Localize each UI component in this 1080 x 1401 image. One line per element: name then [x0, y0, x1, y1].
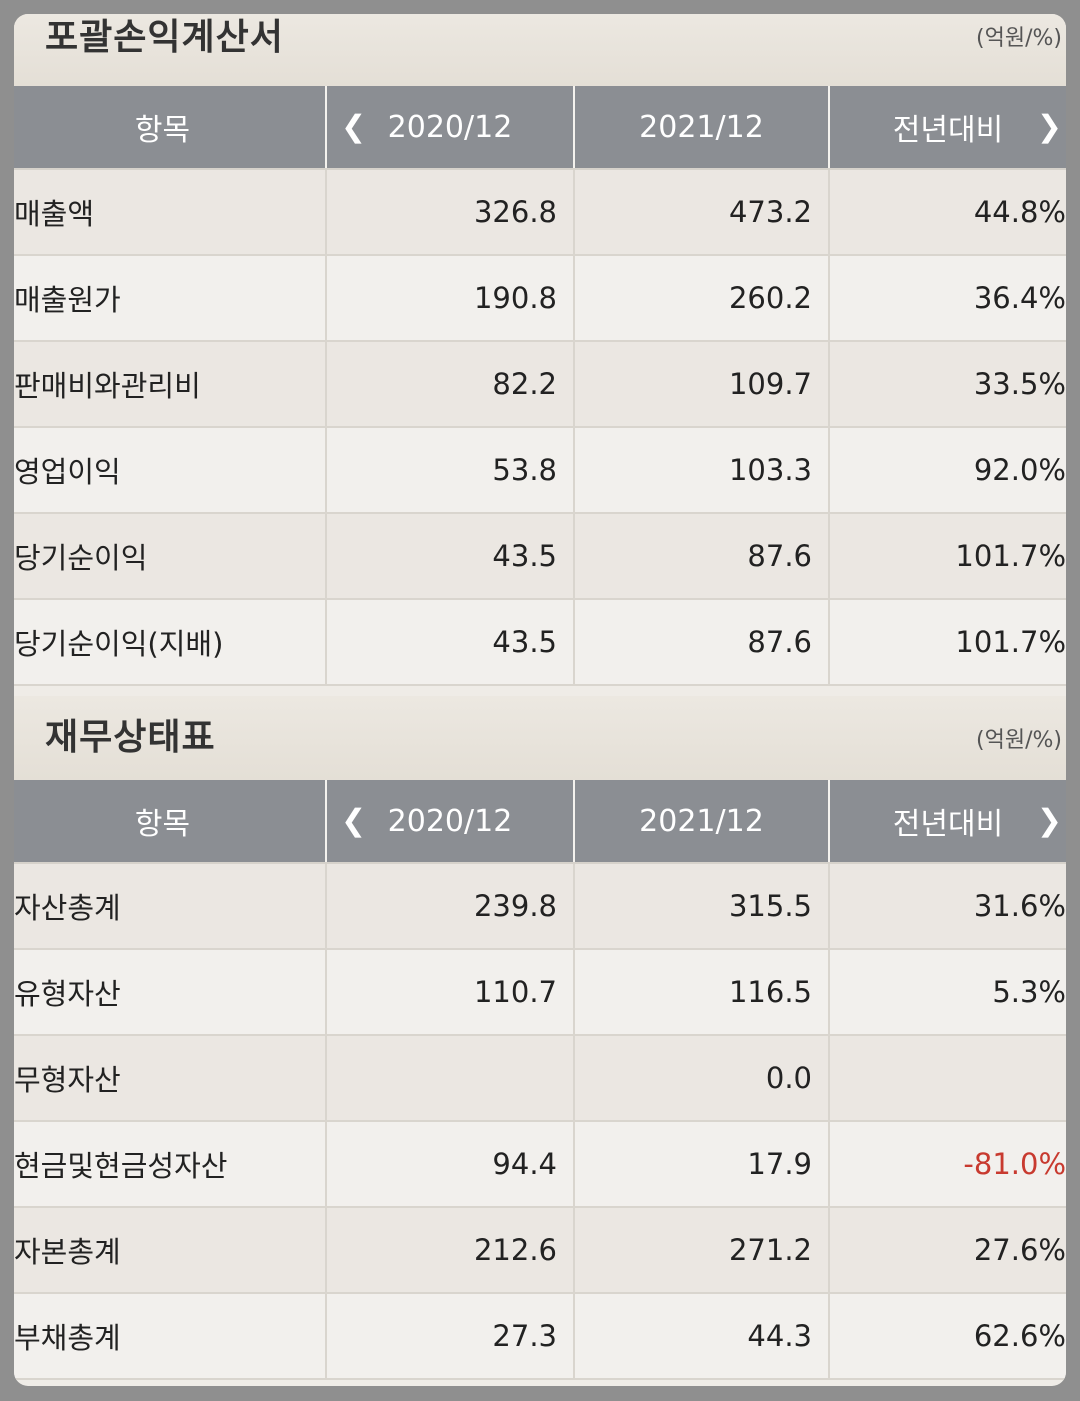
value-2021: 44.3: [574, 1293, 830, 1380]
column-header-item: 항목: [14, 86, 327, 170]
value-yoy: 101.7%: [829, 599, 1066, 686]
column-header-yoy: 전년대비 ❯: [829, 780, 1066, 864]
value-2020: 110.7: [326, 949, 575, 1036]
table-row: 현금및현금성자산 94.4 17.9 -81.0%: [14, 1121, 1066, 1208]
value-yoy: [829, 1035, 1066, 1122]
table-row: 자본총계 212.6 271.2 27.6%: [14, 1207, 1066, 1294]
value-2020: 53.8: [326, 427, 575, 514]
column-header-label: 2020/12: [387, 109, 513, 145]
value-2020: 212.6: [326, 1207, 575, 1294]
value-yoy: 27.6%: [829, 1207, 1066, 1294]
column-header-label: 2020/12: [387, 803, 513, 839]
value-2020: 94.4: [326, 1121, 575, 1208]
chevron-right-icon[interactable]: ❯: [1036, 109, 1062, 145]
table-row: 자산총계 239.8 315.5 31.6%: [14, 863, 1066, 950]
value-yoy: 62.6%: [829, 1293, 1066, 1380]
column-header-2021: 2021/12: [574, 86, 830, 170]
column-header-label: 항목: [134, 807, 191, 842]
value-2020: 326.8: [326, 169, 575, 256]
table-row: 매출액 326.8 473.2 44.8%: [14, 169, 1066, 256]
income-statement-header: 포괄손익계산서 (억원/%): [14, 14, 1066, 86]
row-label: 무형자산: [14, 1035, 327, 1122]
value-2020: 190.8: [326, 255, 575, 342]
value-2021: 87.6: [574, 599, 830, 686]
value-2021: 87.6: [574, 513, 830, 600]
value-yoy: 101.7%: [829, 513, 1066, 600]
table-row: 당기순이익(지배) 43.5 87.6 101.7%: [14, 599, 1066, 686]
balance-sheet-body: 자산총계 239.8 315.5 31.6% 유형자산 110.7 116.5 5.3% 무형자…: [14, 863, 1066, 1380]
table-row: 부채총계 27.3 44.3 62.6%: [14, 1293, 1066, 1380]
unit-label: (억원/%): [976, 728, 1062, 753]
row-label: 현금및현금성자산: [14, 1121, 327, 1208]
column-header-label: 2021/12: [639, 109, 764, 145]
column-header-label: 2021/12: [639, 803, 764, 839]
table-row: 무형자산 0.0: [14, 1035, 1066, 1122]
value-2021: 17.9: [574, 1121, 830, 1208]
row-label: 당기순이익: [14, 513, 327, 600]
column-header-item: 항목: [14, 780, 327, 864]
row-label: 매출액: [14, 169, 327, 256]
value-2021: 260.2: [574, 255, 830, 342]
table-row: 매출원가 190.8 260.2 36.4%: [14, 255, 1066, 342]
table-row: 유형자산 110.7 116.5 5.3%: [14, 949, 1066, 1036]
balance-sheet-header: 재무상태표 (억원/%): [14, 696, 1066, 780]
value-2021: 315.5: [574, 863, 830, 950]
column-header-2020: ❮ 2020/12: [326, 86, 575, 170]
value-2020: 43.5: [326, 599, 575, 686]
table-row: 판매비와관리비 82.2 109.7 33.5%: [14, 341, 1066, 428]
income-statement-body: 매출액 326.8 473.2 44.8% 매출원가 190.8 260.2 36.4% 판매비…: [14, 169, 1066, 686]
table-row: 영업이익 53.8 103.3 92.0%: [14, 427, 1066, 514]
chevron-right-icon[interactable]: ❯: [1036, 803, 1062, 839]
value-yoy: 5.3%: [829, 949, 1066, 1036]
value-yoy: 33.5%: [829, 341, 1066, 428]
value-2021: 0.0: [574, 1035, 830, 1122]
column-header-yoy: 전년대비 ❯: [829, 86, 1066, 170]
value-yoy: 31.6%: [829, 863, 1066, 950]
value-yoy: 92.0%: [829, 427, 1066, 514]
value-2021: 103.3: [574, 427, 830, 514]
row-label: 자본총계: [14, 1207, 327, 1294]
row-label: 부채총계: [14, 1293, 327, 1380]
value-2020: 82.2: [326, 341, 575, 428]
row-label: 판매비와관리비: [14, 341, 327, 428]
column-header-2020: ❮ 2020/12: [326, 780, 575, 864]
column-header-label: 전년대비: [892, 807, 1004, 842]
column-header-label: 항목: [134, 113, 191, 148]
row-label: 유형자산: [14, 949, 327, 1036]
value-2021: 116.5: [574, 949, 830, 1036]
value-yoy: 36.4%: [829, 255, 1066, 342]
financial-panel: 포괄손익계산서 (억원/%) 항목 ❮ 2020/12 2021/12 전년대비…: [14, 14, 1066, 1386]
section-title: 재무상태표: [45, 717, 216, 758]
value-2021: 109.7: [574, 341, 830, 428]
value-yoy: 44.8%: [829, 169, 1066, 256]
column-header-label: 전년대비: [892, 113, 1004, 148]
value-2020: [326, 1035, 575, 1122]
value-2021: 271.2: [574, 1207, 830, 1294]
value-2020: 27.3: [326, 1293, 575, 1380]
value-2020: 43.5: [326, 513, 575, 600]
unit-label: (억원/%): [976, 26, 1062, 51]
value-2020: 239.8: [326, 863, 575, 950]
chevron-left-icon[interactable]: ❮: [341, 109, 367, 145]
balance-sheet-table: 항목 ❮ 2020/12 2021/12 전년대비 ❯ 자산총계 239.8 315…: [14, 780, 1066, 1380]
chevron-left-icon[interactable]: ❮: [341, 803, 367, 839]
section-title: 포괄손익계산서: [45, 17, 284, 58]
row-label: 영업이익: [14, 427, 327, 514]
value-2021: 473.2: [574, 169, 830, 256]
column-header-2021: 2021/12: [574, 780, 830, 864]
row-label: 자산총계: [14, 863, 327, 950]
table-row: 당기순이익 43.5 87.6 101.7%: [14, 513, 1066, 600]
row-label: 당기순이익(지배): [14, 599, 327, 686]
row-label: 매출원가: [14, 255, 327, 342]
income-statement-table: 항목 ❮ 2020/12 2021/12 전년대비 ❯ 매출액 326.8 473.…: [14, 86, 1066, 686]
value-yoy: -81.0%: [829, 1121, 1066, 1208]
